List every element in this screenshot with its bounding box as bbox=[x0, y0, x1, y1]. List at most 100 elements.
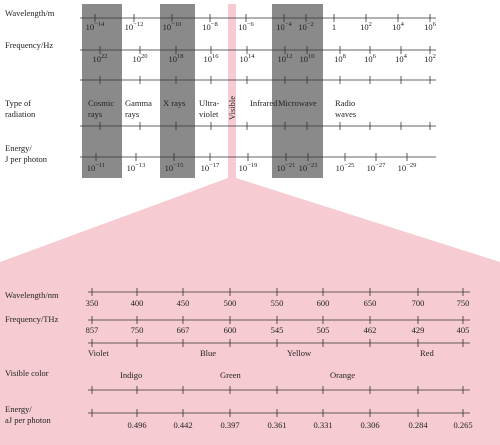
base: 10 bbox=[93, 54, 102, 64]
color-name: Red bbox=[420, 348, 434, 358]
power-label: 1012 bbox=[278, 53, 293, 64]
power-label: 106 bbox=[424, 21, 437, 32]
power-label: 10−11 bbox=[87, 162, 105, 173]
base: 10 bbox=[298, 22, 307, 32]
base: 10 bbox=[86, 22, 95, 32]
base: 10 bbox=[364, 54, 373, 64]
color-name: Orange bbox=[330, 370, 355, 380]
base: 10 bbox=[336, 163, 345, 173]
power-label: 1022 bbox=[93, 53, 108, 64]
exponent: −29 bbox=[406, 162, 416, 169]
value: 0.306 bbox=[360, 420, 379, 430]
value: 350 bbox=[86, 298, 99, 308]
power-label: 104 bbox=[392, 21, 405, 32]
row-label: Visible color bbox=[5, 368, 49, 378]
type-label: X rays bbox=[163, 98, 185, 108]
power-label: 106 bbox=[364, 53, 377, 64]
exponent: −8 bbox=[211, 21, 218, 28]
row-label: Energy/ bbox=[5, 143, 32, 153]
base: 10 bbox=[202, 22, 211, 32]
base: 10 bbox=[163, 22, 172, 32]
row-label: Frequency/Hz bbox=[5, 40, 53, 50]
exponent: 22 bbox=[101, 53, 108, 60]
base: 10 bbox=[125, 22, 134, 32]
exponent: −23 bbox=[307, 162, 317, 169]
row-label: Energy/ bbox=[5, 404, 32, 414]
value: 0.397 bbox=[220, 420, 239, 430]
exponent: 6 bbox=[433, 21, 437, 28]
base: 10 bbox=[278, 54, 287, 64]
cosmic-band bbox=[82, 4, 122, 178]
value: 857 bbox=[86, 325, 99, 335]
base: 10 bbox=[398, 163, 407, 173]
base: 10 bbox=[424, 22, 433, 32]
base: 10 bbox=[300, 54, 309, 64]
base: 10 bbox=[239, 163, 248, 173]
value: 545 bbox=[271, 325, 284, 335]
exponent: 14 bbox=[248, 53, 255, 60]
exponent: −10 bbox=[171, 21, 181, 28]
value: 650 bbox=[364, 298, 377, 308]
value: 429 bbox=[412, 325, 425, 335]
row-label: aJ per photon bbox=[5, 415, 52, 425]
base: 10 bbox=[169, 54, 178, 64]
value: 400 bbox=[131, 298, 144, 308]
xray-band bbox=[160, 4, 195, 178]
power-label: 1014 bbox=[240, 53, 256, 64]
type-label: Microwave bbox=[278, 98, 317, 108]
row-label: J per photon bbox=[5, 154, 48, 164]
type-label: rays bbox=[125, 109, 139, 119]
value: 405 bbox=[457, 325, 470, 335]
exponent: 12 bbox=[286, 53, 293, 60]
power-label: 10−21 bbox=[277, 162, 296, 173]
exponent: 4 bbox=[401, 21, 405, 28]
power-label: 1018 bbox=[169, 53, 184, 64]
exponent: 20 bbox=[141, 53, 148, 60]
exponent: −25 bbox=[344, 162, 354, 169]
row-label: Frequency/THz bbox=[5, 314, 59, 324]
base: 10 bbox=[277, 163, 286, 173]
exponent: 6 bbox=[373, 53, 377, 60]
exponent: 4 bbox=[404, 53, 408, 60]
content: Wavelength/m10−14 10−12 10−10 10−8 10−6 10−4 1… bbox=[5, 8, 473, 430]
base: 10 bbox=[240, 54, 249, 64]
value: 750 bbox=[457, 298, 470, 308]
value: 462 bbox=[364, 325, 377, 335]
base: 10 bbox=[165, 163, 174, 173]
value: 0.265 bbox=[453, 420, 472, 430]
type-label: Gamma bbox=[125, 98, 152, 108]
color-name: Blue bbox=[200, 348, 216, 358]
exponent: −27 bbox=[375, 162, 386, 169]
visible-expansion bbox=[0, 178, 500, 445]
type-label: Radio bbox=[335, 98, 355, 108]
base: 10 bbox=[367, 163, 376, 173]
value: 0.361 bbox=[267, 420, 286, 430]
base: 10 bbox=[334, 54, 343, 64]
value: 667 bbox=[177, 325, 190, 335]
power-label: 10−29 bbox=[398, 162, 417, 173]
exponent: 18 bbox=[177, 53, 184, 60]
power-label: 1016 bbox=[204, 53, 220, 64]
power-label: 10−13 bbox=[127, 162, 146, 173]
value: 600 bbox=[224, 325, 237, 335]
exponent: 10 bbox=[308, 53, 315, 60]
power-label: 10−2 bbox=[298, 21, 313, 32]
color-name: Indigo bbox=[120, 370, 142, 380]
power-label: 10−27 bbox=[367, 162, 386, 173]
exponent: −6 bbox=[247, 21, 255, 28]
power-label: 10−19 bbox=[239, 162, 258, 173]
base: 10 bbox=[204, 54, 213, 64]
base: 10 bbox=[424, 54, 433, 64]
value: 505 bbox=[317, 325, 330, 335]
base: 10 bbox=[127, 163, 136, 173]
power-label: 1 bbox=[332, 22, 336, 32]
microwave-band bbox=[272, 4, 323, 178]
exponent: −14 bbox=[94, 21, 105, 28]
type-label: Cosmic bbox=[88, 98, 114, 108]
power-label: 10−10 bbox=[163, 21, 182, 32]
base: 10 bbox=[133, 54, 142, 64]
power-label: 1020 bbox=[133, 53, 148, 64]
value: 0.442 bbox=[173, 420, 192, 430]
power-label: 102 bbox=[360, 21, 372, 32]
